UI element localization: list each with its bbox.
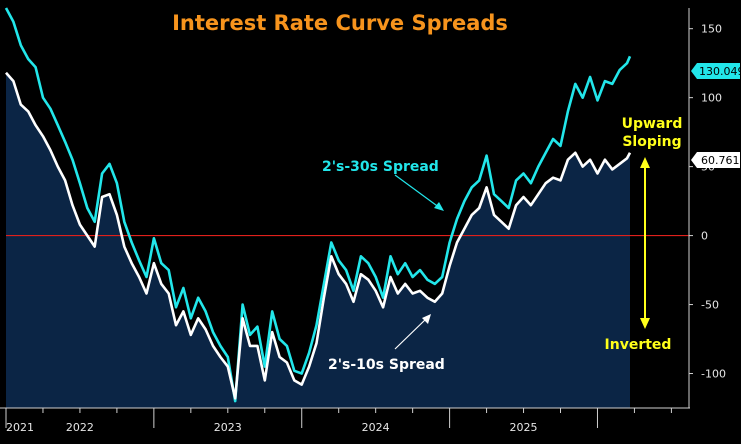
chart-title: Interest Rate Curve Spreads bbox=[172, 11, 508, 35]
x-tick-label: 2023 bbox=[214, 421, 242, 434]
y-axis-ticks: 150100500-50-100 bbox=[689, 23, 726, 381]
y-tick-label: 150 bbox=[701, 23, 722, 36]
last-value-tag-2s30s: 130.049 bbox=[691, 63, 741, 79]
annotation-upward-line1: Upward bbox=[622, 116, 683, 132]
x-axis-ticks: 2021 2022 2023 2024 2025 bbox=[5, 408, 672, 434]
y-tick-label: 0 bbox=[701, 230, 708, 243]
series-line-2s10s bbox=[5, 71, 632, 400]
x-tick-label: 2024 bbox=[362, 421, 390, 434]
series-line-2s30s bbox=[4, 7, 632, 403]
last-value-2s30s: 130.049 bbox=[699, 65, 741, 78]
annotation-2s10s-label: 2's-10s Spread bbox=[328, 357, 445, 373]
last-value-tag-2s10s: 60.761 bbox=[691, 152, 740, 168]
x-tick-label: 2025 bbox=[510, 421, 538, 434]
annotation-yellow-arrowhead-down bbox=[640, 318, 650, 329]
x-tick-label: 2021 bbox=[6, 421, 34, 434]
y-tick-label: 100 bbox=[701, 92, 722, 105]
annotation-2s30s-arrowhead bbox=[434, 202, 444, 211]
last-value-2s10s: 60.761 bbox=[701, 154, 740, 167]
plot-area bbox=[4, 7, 689, 409]
annotation-yellow-arrowhead-up bbox=[640, 157, 650, 168]
y-tick-label: -100 bbox=[701, 368, 726, 381]
area-fill-2s10s bbox=[6, 72, 630, 409]
y-tick-label: -50 bbox=[701, 299, 719, 312]
x-tick-label: 2022 bbox=[66, 421, 94, 434]
annotation-2s10s-arrowhead bbox=[422, 314, 431, 324]
annotation-2s10s-arrow bbox=[394, 317, 428, 350]
annotation-2s30s-label: 2's-30s Spread bbox=[322, 159, 439, 175]
annotation-inverted-label: Inverted bbox=[605, 337, 672, 353]
annotation-2s30s-arrow bbox=[394, 174, 441, 209]
annotation-upward-line2: Sloping bbox=[622, 134, 681, 150]
